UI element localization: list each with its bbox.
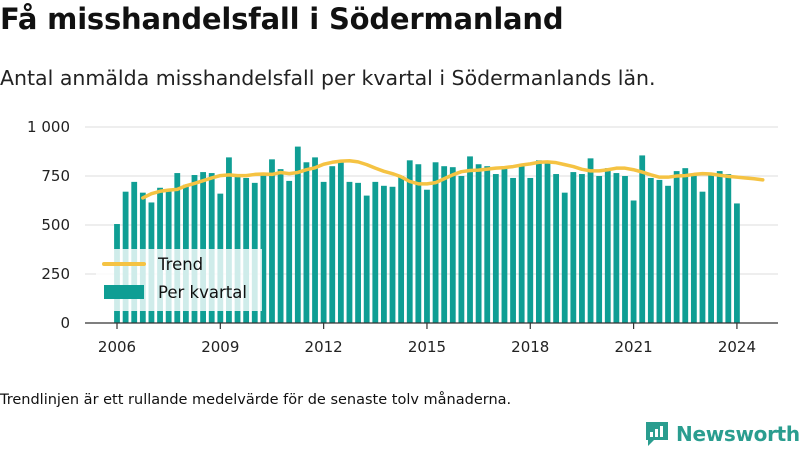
y-tick-label: 750 bbox=[41, 167, 70, 185]
y-tick-labels: 0 250 500 750 1 000 bbox=[27, 118, 70, 332]
y-tick-label: 500 bbox=[41, 216, 70, 234]
bar bbox=[294, 146, 301, 323]
bar bbox=[613, 173, 620, 323]
bar bbox=[690, 174, 697, 323]
bar bbox=[682, 168, 689, 323]
bar bbox=[656, 179, 663, 323]
bar bbox=[673, 171, 680, 323]
bar bbox=[234, 174, 241, 323]
legend-trend-label: Trend bbox=[157, 255, 203, 274]
bar bbox=[312, 157, 318, 323]
bar bbox=[579, 174, 585, 323]
bar bbox=[484, 166, 491, 323]
legend-bar-label: Per kvartal bbox=[158, 283, 247, 302]
bar bbox=[269, 159, 275, 323]
x-tick-label: 2021 bbox=[615, 338, 653, 356]
bar bbox=[622, 176, 628, 323]
footnote: Trendlinjen är ett rullande medelvärde f… bbox=[0, 392, 512, 408]
x-tick-label: 2024 bbox=[718, 338, 756, 356]
bar bbox=[647, 177, 654, 323]
bar bbox=[716, 171, 723, 323]
bar bbox=[553, 174, 560, 323]
bar bbox=[708, 174, 714, 323]
bar bbox=[544, 163, 551, 323]
trend-line bbox=[141, 158, 765, 200]
x-tick-label: 2012 bbox=[305, 338, 343, 356]
x-tick-label: 2018 bbox=[511, 338, 549, 356]
bar bbox=[699, 191, 706, 323]
bar bbox=[260, 175, 267, 323]
bar bbox=[596, 176, 603, 323]
chart-title: Få misshandelsfall i Södermanland bbox=[0, 2, 564, 36]
chart-subtitle: Antal anmälda misshandelsfall per kvarta… bbox=[0, 66, 656, 90]
legend: Trend Per kvartal bbox=[96, 249, 262, 311]
bar bbox=[286, 180, 293, 323]
bar bbox=[449, 167, 456, 323]
bar bbox=[337, 161, 344, 323]
bar bbox=[639, 155, 646, 323]
bar bbox=[587, 158, 594, 323]
bar bbox=[432, 162, 439, 323]
legend-bar-swatch bbox=[104, 285, 144, 299]
bar bbox=[363, 195, 370, 323]
bar bbox=[389, 186, 396, 323]
bar bbox=[174, 173, 181, 323]
bar bbox=[665, 185, 671, 323]
bar bbox=[518, 165, 525, 323]
bar bbox=[734, 203, 740, 323]
bar bbox=[226, 157, 232, 323]
newsworthy-logo-icon bbox=[646, 422, 668, 446]
bar bbox=[303, 162, 310, 323]
bar bbox=[725, 174, 732, 323]
bar bbox=[277, 169, 284, 323]
bar bbox=[492, 174, 499, 323]
x-tick-label: 2009 bbox=[201, 338, 239, 356]
brand-name: Newsworthy bbox=[676, 422, 800, 446]
x-axis: 2006 2009 2012 2015 2018 2021 2024 bbox=[85, 322, 778, 356]
bar bbox=[381, 185, 387, 323]
bar bbox=[570, 172, 577, 323]
bar bbox=[475, 164, 482, 323]
bar bbox=[320, 181, 327, 323]
bar bbox=[398, 176, 405, 323]
chart-area: 0 250 500 750 1 000 2006 2009 2012 2015 2018 2021… bbox=[27, 118, 778, 356]
bar bbox=[501, 168, 508, 323]
bar bbox=[415, 164, 422, 323]
bar bbox=[561, 192, 568, 323]
bar bbox=[406, 160, 413, 323]
bar bbox=[355, 182, 361, 323]
x-tick-label: 2006 bbox=[98, 338, 136, 356]
bar bbox=[467, 156, 473, 323]
bar bbox=[510, 177, 516, 323]
bar bbox=[346, 181, 353, 323]
bar bbox=[329, 166, 336, 323]
bar bbox=[372, 181, 379, 323]
x-tick-label: 2015 bbox=[408, 338, 446, 356]
bar bbox=[604, 168, 611, 323]
bar bbox=[424, 189, 430, 323]
bar bbox=[630, 200, 637, 323]
y-tick-label: 0 bbox=[60, 314, 70, 332]
y-tick-label: 250 bbox=[41, 265, 70, 283]
bar bbox=[535, 160, 542, 323]
bar bbox=[527, 177, 534, 323]
bar bbox=[208, 173, 215, 323]
legend-background bbox=[96, 249, 262, 311]
y-tick-label: 1 000 bbox=[27, 118, 70, 136]
trend-series bbox=[141, 158, 765, 200]
bar bbox=[441, 166, 448, 323]
bar bbox=[200, 172, 206, 323]
bar bbox=[458, 176, 465, 323]
brand-logo: Newsworthy bbox=[644, 420, 800, 448]
